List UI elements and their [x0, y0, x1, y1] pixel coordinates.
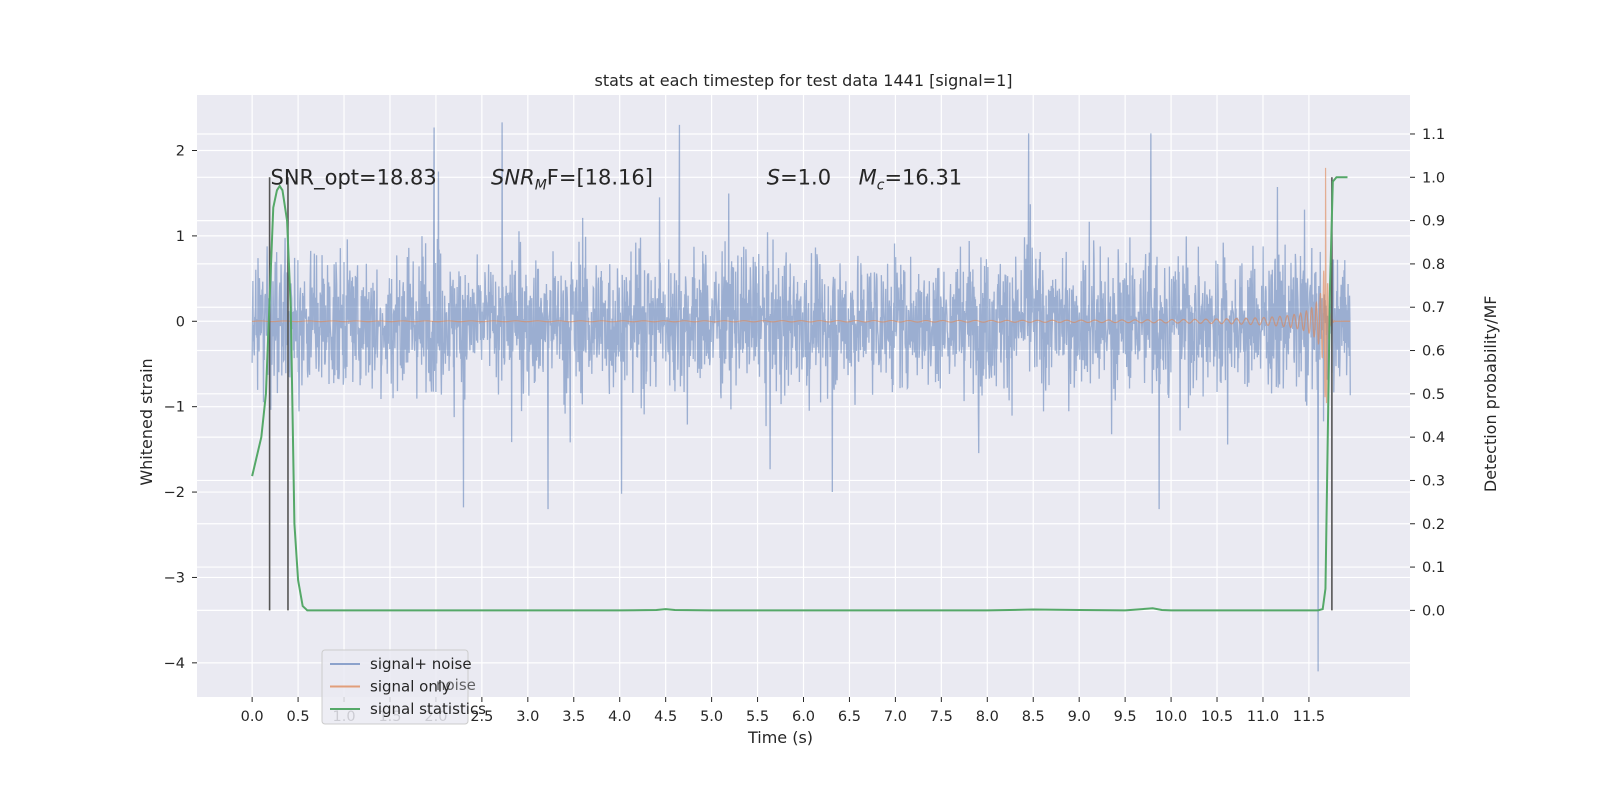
y2-tick-label: 0.9: [1422, 214, 1445, 230]
y-tick-label: 0: [176, 314, 185, 330]
y-tick-label: −2: [164, 485, 185, 501]
y2-tick-label: 0.0: [1422, 603, 1445, 619]
x-axis-label: Time (s): [747, 728, 813, 747]
x-tick-label: 6.0: [792, 709, 815, 725]
x-tick-label: 7.5: [930, 709, 953, 725]
annotation: SNRMF=[18.16]: [491, 166, 653, 194]
series-layer: [251, 122, 1351, 672]
y2-tick-label: 0.3: [1422, 473, 1445, 489]
x-tick-label: 10.5: [1201, 709, 1233, 725]
x-tick-label: 4.5: [654, 709, 677, 725]
legend-box: [321, 649, 469, 725]
x-tick-label: 6.5: [838, 709, 861, 725]
annotation: SNR_opt=18.83: [271, 166, 437, 191]
legend-ghost-text: noise: [436, 676, 476, 694]
y-ticks: −4 −3 −2 −1 0 1 2: [164, 144, 197, 672]
y-tick-label: 2: [176, 144, 185, 160]
y2-ticks: 0.0 0.1 0.2 0.3 0.4 0.5 0.6 0.7 0.8 0.9 1.0 1.1: [1410, 127, 1445, 619]
x-tick-label: 3.5: [562, 709, 585, 725]
y-tick-label: −4: [164, 656, 185, 672]
annotation: Mc=16.31: [859, 166, 963, 194]
x-tick-label: 11.5: [1293, 709, 1325, 725]
y-tick-label: −3: [164, 570, 185, 586]
y2-tick-label: 0.4: [1422, 430, 1445, 446]
y2-tick-label: 0.2: [1422, 517, 1445, 533]
legend-label: signal+ noise: [370, 655, 472, 673]
annotation-layer: SNR_opt=18.83 SNRMF=[18.16] S=1.0 Mc=16.31: [271, 166, 963, 194]
annotation: S=1.0: [767, 166, 831, 190]
x-tick-label: 3.0: [516, 709, 539, 725]
series-signal-statistics-line: [251, 176, 1348, 612]
y2-tick-label: 0.7: [1422, 300, 1445, 316]
y2-tick-label: 0.8: [1422, 257, 1445, 273]
x-tick-label: 5.5: [746, 709, 769, 725]
x-tick-label: 8.0: [976, 709, 999, 725]
y2-tick-label: 0.5: [1422, 387, 1445, 403]
x-tick-label: 5.0: [700, 709, 723, 725]
y-tick-label: 1: [176, 229, 185, 245]
series-signal-noise-line: [251, 122, 1351, 672]
legend-label: signal statistics: [370, 700, 486, 718]
x-tick-label: 9.5: [1114, 709, 1137, 725]
y2-tick-label: 1.0: [1422, 170, 1445, 186]
x-tick-label: 7.0: [884, 709, 907, 725]
y2-tick-label: 1.1: [1422, 127, 1445, 143]
legend-label: signal only: [370, 678, 451, 696]
y2-tick-label: 0.1: [1422, 560, 1445, 576]
x-tick-label: 0.0: [241, 709, 264, 725]
y2-axis-label: Detection probability/MF: [1481, 296, 1500, 493]
y-tick-label: −1: [164, 400, 185, 416]
y-axis-label: Whitened strain: [137, 358, 156, 485]
x-tick-label: 8.5: [1022, 709, 1045, 725]
legend: noise signal+ noise signal only signal stat…: [321, 649, 486, 725]
series-signal-only-line: [252, 167, 1351, 404]
x-tick-label: 0.5: [287, 709, 310, 725]
y2-tick-label: 0.6: [1422, 344, 1445, 360]
x-tick-label: 4.0: [608, 709, 631, 725]
x-tick-label: 9.0: [1068, 709, 1091, 725]
x-tick-label: 10.0: [1155, 709, 1187, 725]
chart-title: stats at each timestep for test data 144…: [594, 71, 1012, 90]
x-tick-label: 11.0: [1247, 709, 1279, 725]
x-tick-label: 2.5: [470, 709, 493, 725]
